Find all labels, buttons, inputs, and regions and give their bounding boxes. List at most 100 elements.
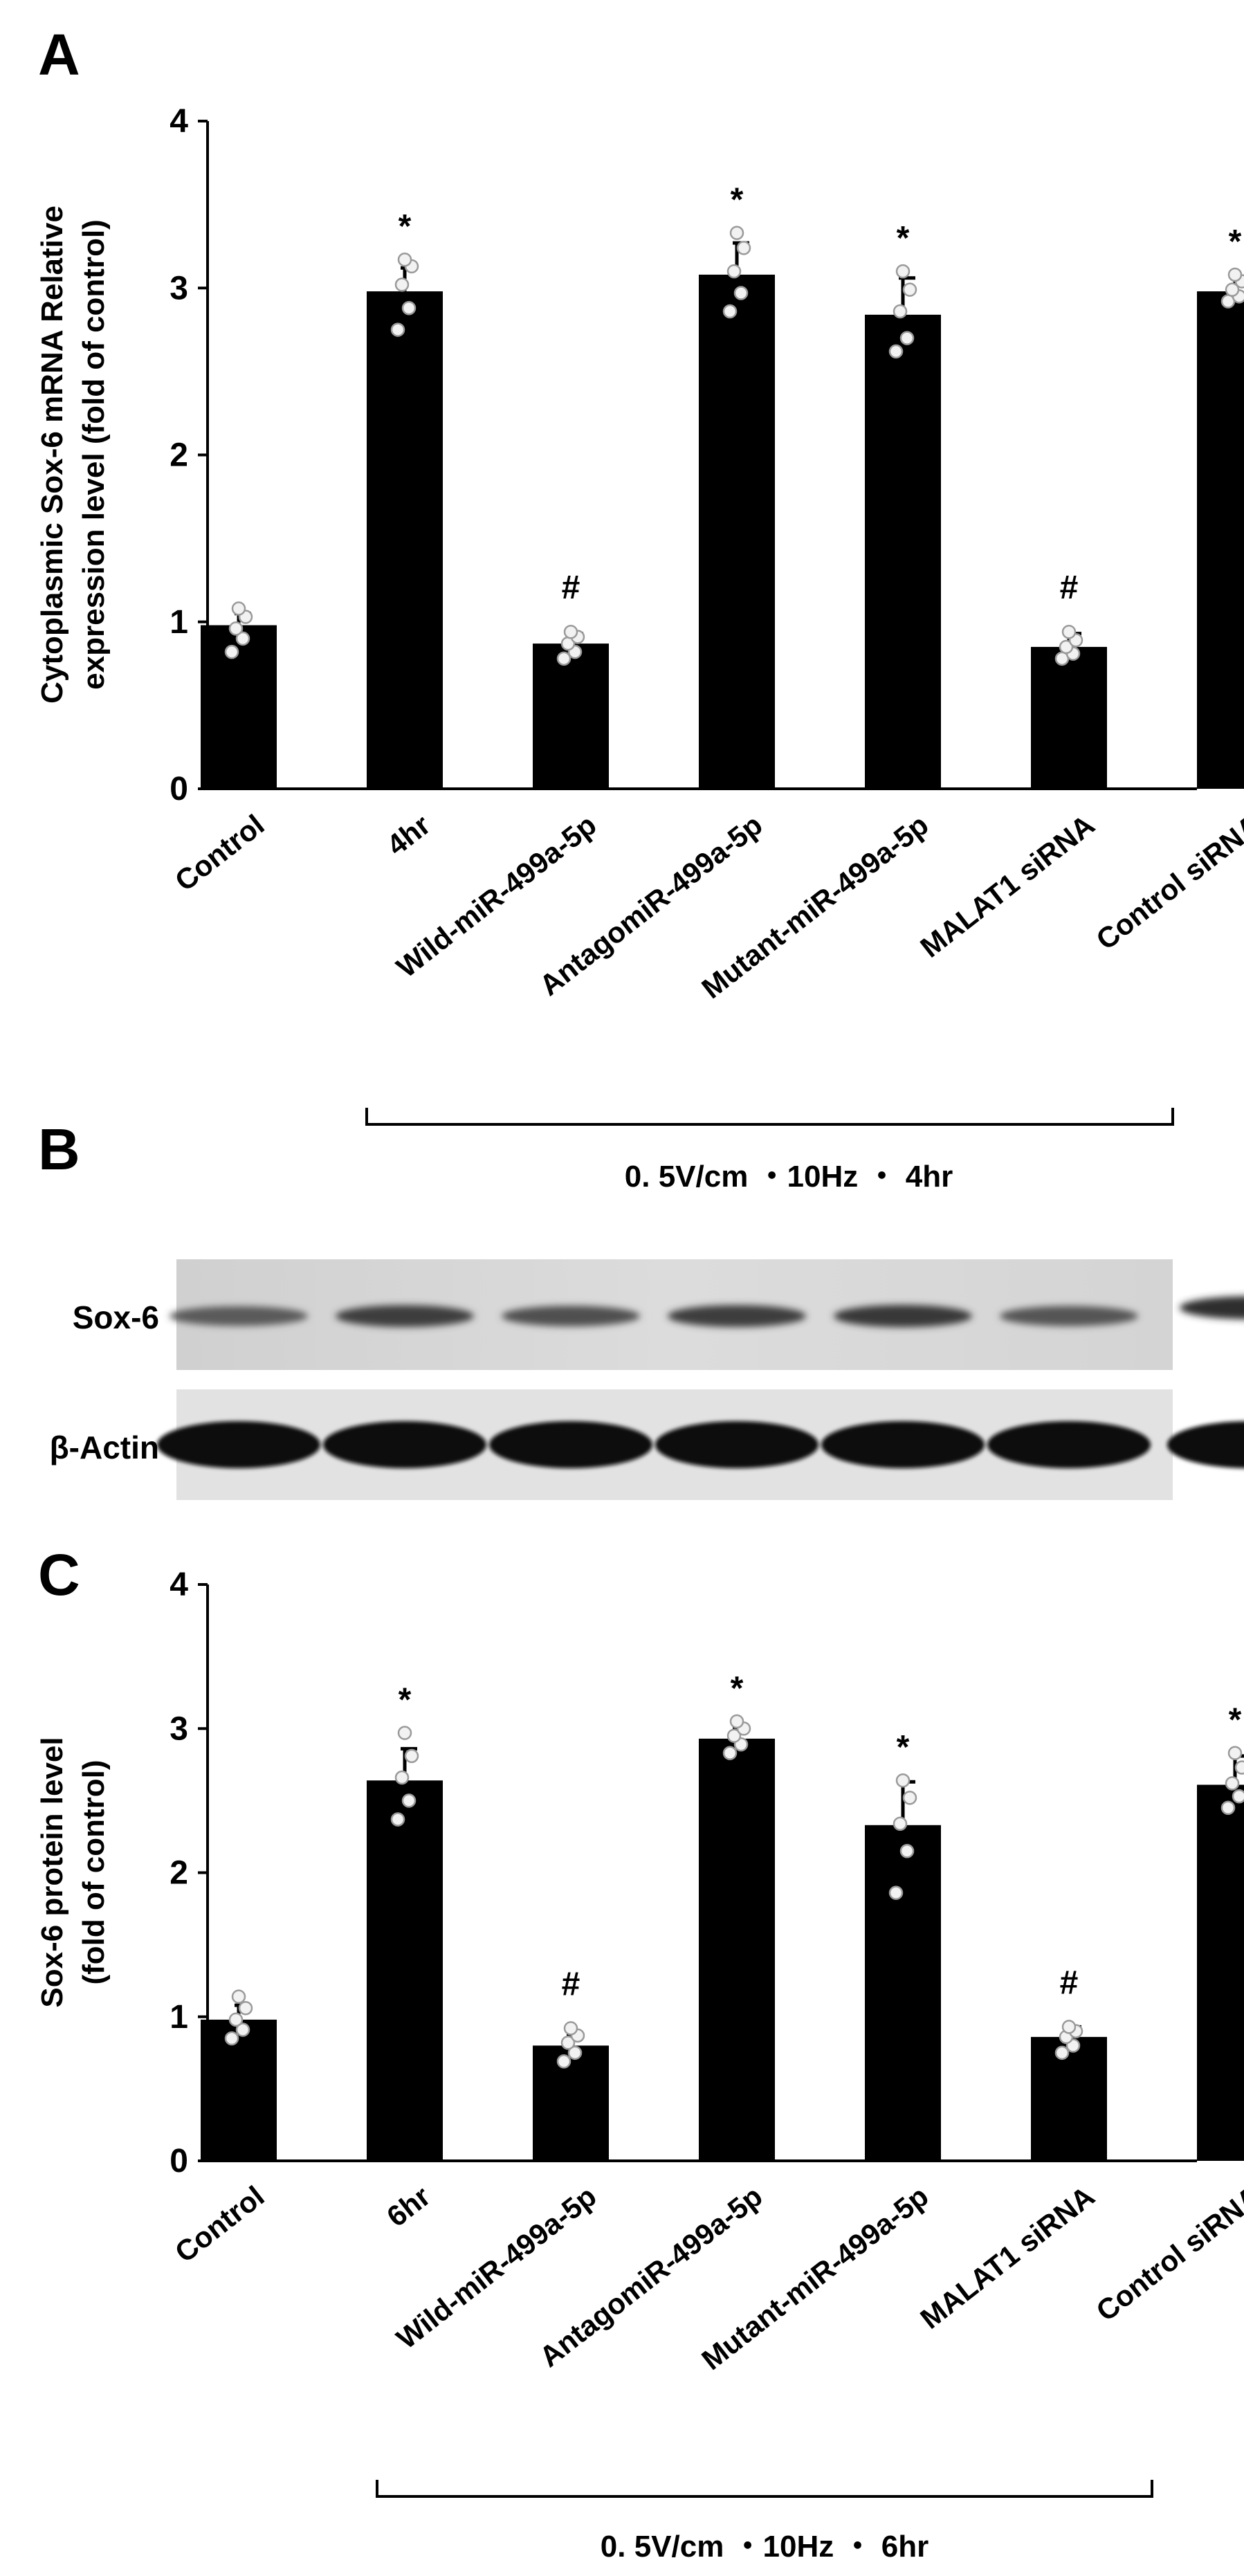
data-point	[1234, 1760, 1244, 1775]
western-blot: Sox-6 β-Actin	[50, 1259, 1244, 1500]
bar	[865, 314, 941, 789]
panel-letter-b: B	[38, 1117, 80, 1182]
data-point	[902, 1790, 917, 1805]
data-point	[401, 300, 417, 316]
category-label: Control siRNA	[1090, 2180, 1244, 2328]
bar	[1031, 646, 1107, 789]
data-point	[404, 1748, 419, 1764]
treatment-condition: 0. 5V/cm ・10Hz ・ 4hr	[625, 1160, 953, 1194]
chart-c: 0 1 2 3 4 Sox-6 protein level (fold of control…	[35, 1566, 1244, 2564]
data-point	[563, 2021, 578, 2036]
bar	[533, 2045, 609, 2161]
significance-mark: #	[562, 569, 580, 606]
treatment-bracket	[365, 1108, 1174, 1126]
data-point	[1054, 2045, 1070, 2061]
treatment-bracket	[376, 2480, 1153, 2498]
significance-mark: *	[731, 182, 744, 219]
data-point	[228, 621, 244, 636]
significance-mark: *	[1229, 1702, 1242, 1739]
data-point	[895, 264, 911, 279]
category-label: Control	[169, 808, 271, 897]
y-tick-label: 3	[170, 270, 188, 307]
data-point	[235, 2022, 250, 2037]
y-tick-label: 0	[170, 2143, 188, 2180]
data-point	[397, 252, 412, 267]
data-point	[1059, 639, 1074, 655]
category-label: 6hr	[381, 2180, 436, 2233]
data-point	[394, 1770, 410, 1785]
data-point	[1227, 267, 1243, 282]
bar	[1197, 291, 1244, 789]
data-point	[1061, 624, 1077, 639]
sox6-bands	[170, 1296, 1244, 1328]
significance-mark: *	[399, 1681, 412, 1718]
blot-label-sox6: Sox-6	[73, 1299, 159, 1335]
data-point	[235, 631, 250, 646]
blot-label-actin: β-Actin	[50, 1429, 159, 1465]
significance-mark: *	[399, 208, 412, 245]
actin-bands	[157, 1421, 1244, 1468]
data-point	[733, 286, 749, 300]
data-point	[556, 651, 571, 666]
bar	[1197, 1784, 1244, 2161]
sox6-band	[1000, 1306, 1138, 1326]
data-point	[729, 1714, 744, 1729]
significance-mark: *	[731, 1670, 744, 1707]
data-point	[895, 1773, 911, 1788]
data-point	[563, 624, 578, 639]
sox6-band	[336, 1305, 474, 1327]
chart-a: 0 1 2 3 4 Cytoplasmic Sox-6 mRNA Relative expr…	[35, 103, 1244, 1194]
data-point	[390, 322, 405, 337]
y-axis-label-line1: Cytoplasmic Sox-6 mRNA Relative	[35, 205, 69, 704]
y-tick-label: 4	[170, 103, 188, 140]
data-point	[729, 226, 744, 240]
y-axis-label-line2: expression level (fold of control)	[77, 219, 111, 690]
bar	[201, 2019, 277, 2161]
data-point	[893, 1816, 908, 1831]
data-point	[231, 601, 246, 616]
panel-letter-c: C	[38, 1542, 80, 1607]
data-point	[888, 1885, 904, 1900]
data-point	[899, 1844, 915, 1858]
significance-mark: *	[1229, 223, 1242, 260]
data-point	[726, 264, 742, 279]
bar	[699, 274, 775, 789]
actin-band	[821, 1421, 985, 1468]
data-point	[224, 2031, 239, 2046]
category-label: Control siRNA	[1090, 808, 1244, 956]
data-point	[224, 644, 239, 659]
sox6-band	[668, 1305, 806, 1327]
y-tick-label: 2	[170, 437, 188, 474]
bar	[865, 1825, 941, 2161]
actin-band	[323, 1421, 486, 1468]
actin-band	[655, 1421, 818, 1468]
y-tick-label: 0	[170, 771, 188, 807]
panel-letter-a: A	[38, 22, 80, 87]
category-label: Control	[169, 2180, 271, 2269]
significance-mark: #	[1060, 569, 1079, 606]
data-point	[567, 2045, 583, 2061]
data-point	[1225, 282, 1240, 297]
data-point	[893, 304, 908, 319]
data-point	[390, 1812, 405, 1827]
treatment-condition: 0. 5V/cm ・10Hz ・ 6hr	[601, 2530, 929, 2564]
bar	[1031, 2036, 1107, 2161]
sox6-band	[1180, 1296, 1244, 1319]
category-label: MALAT1 siRNA	[914, 808, 1100, 964]
actin-band	[987, 1421, 1151, 1468]
significance-mark: #	[1060, 1964, 1079, 2001]
data-point	[722, 1746, 738, 1760]
y-tick-label: 2	[170, 1855, 188, 1892]
data-point	[397, 1726, 412, 1740]
data-point	[1227, 1746, 1243, 1760]
data-point	[1061, 2020, 1077, 2034]
data-point	[401, 1793, 417, 1808]
bar	[367, 1780, 443, 2161]
y-tick-label: 1	[170, 604, 188, 641]
bar	[201, 625, 277, 789]
y-axis-label-line1: Sox-6 protein level	[35, 1737, 69, 2007]
data-point	[1220, 1800, 1236, 1816]
data-point	[560, 2035, 576, 2050]
y-tick-label: 3	[170, 1710, 188, 1747]
